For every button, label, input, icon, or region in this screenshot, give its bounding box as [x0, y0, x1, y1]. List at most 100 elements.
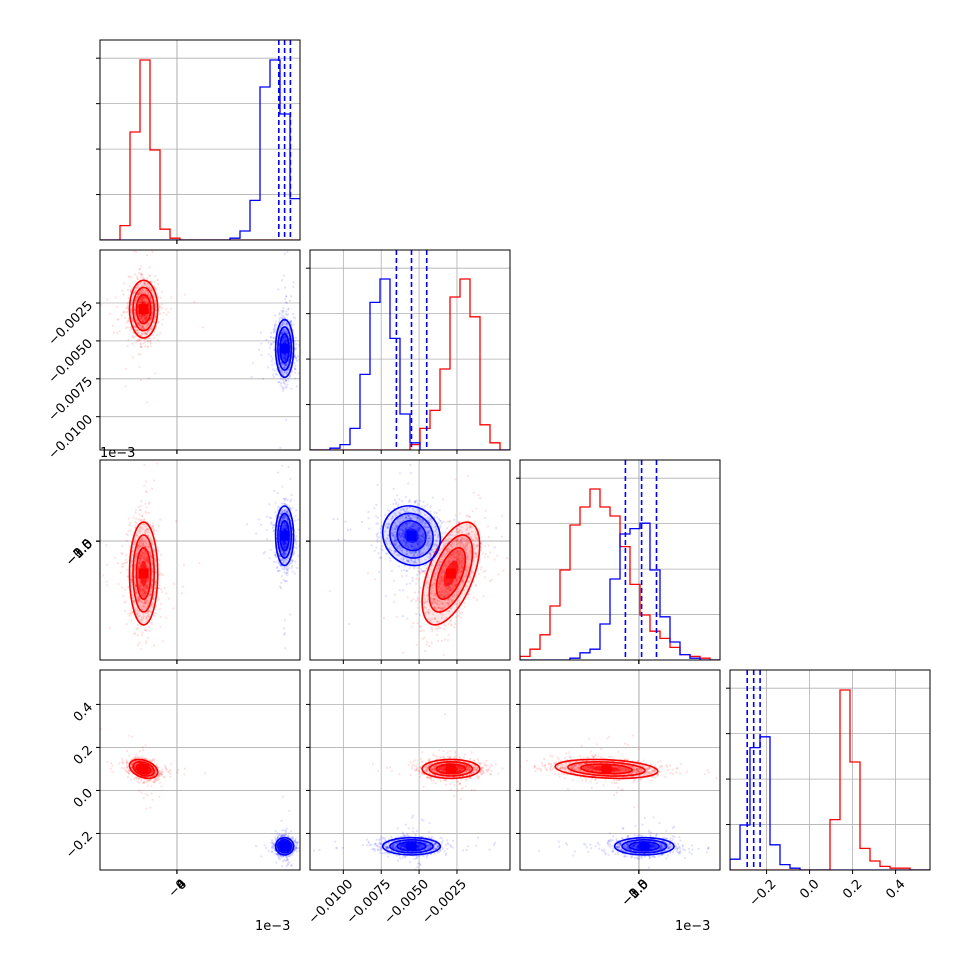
- scatter-point: [106, 298, 109, 301]
- scatter-point: [147, 345, 150, 348]
- scatter-point: [147, 322, 150, 325]
- scatter-point: [148, 287, 151, 290]
- scatter-point: [118, 762, 121, 765]
- scatter-point: [145, 314, 148, 317]
- scatter-point: [142, 316, 145, 319]
- scatter-point: [120, 551, 123, 555]
- scatter-point: [134, 311, 137, 314]
- scatter-point: [139, 276, 142, 279]
- scatter-point: [158, 775, 161, 778]
- scatter-point: [461, 611, 464, 614]
- scatter-point: [158, 584, 161, 587]
- scatter-point: [146, 292, 149, 295]
- scatter-point: [119, 571, 122, 574]
- scatter-point: [458, 611, 462, 614]
- scatter-point: [382, 616, 385, 620]
- scatter-point: [136, 755, 139, 759]
- scatter-point: [140, 500, 143, 503]
- scatter-point: [160, 303, 163, 306]
- scatter-point: [144, 296, 147, 299]
- scatter-point: [140, 315, 143, 318]
- scatter-point: [146, 566, 149, 569]
- scatter-point: [144, 318, 147, 321]
- scatter-point: [130, 276, 133, 279]
- scatter-point: [142, 325, 145, 328]
- scatter-point: [144, 593, 147, 596]
- scatter-point: [388, 766, 392, 769]
- scatter-point: [169, 775, 172, 778]
- scatter-point: [141, 299, 144, 302]
- scatter-point: [141, 275, 145, 278]
- scatter-point: [138, 599, 141, 602]
- scatter-point: [133, 579, 136, 582]
- scatter-point: [145, 601, 148, 604]
- scatter-point: [142, 797, 145, 800]
- scatter-point: [328, 590, 331, 593]
- scatter-point: [127, 517, 130, 520]
- scatter-point: [136, 321, 139, 324]
- scatter-point: [139, 541, 142, 544]
- scatter-point: [136, 596, 140, 599]
- scatter-point: [139, 557, 142, 560]
- scatter-point: [133, 308, 136, 312]
- scatter-point: [149, 593, 153, 596]
- scatter-point: [143, 600, 146, 604]
- scatter-point: [136, 331, 139, 334]
- scatter-point: [419, 568, 423, 571]
- scatter-point: [457, 614, 460, 618]
- scatter-point: [145, 315, 148, 318]
- scatter-point: [144, 291, 147, 294]
- scatter-point: [487, 544, 490, 547]
- scatter-point: [150, 792, 153, 795]
- scatter-point: [133, 540, 136, 543]
- scatter-point: [140, 519, 143, 522]
- scatter-point: [122, 311, 125, 314]
- scatter-point: [111, 770, 114, 773]
- scatter-point: [143, 540, 146, 543]
- scatter-point: [162, 776, 165, 779]
- scatter-point: [134, 585, 137, 588]
- scatter-point: [135, 592, 138, 595]
- scatter-point: [121, 552, 124, 555]
- scatter-point: [157, 321, 160, 324]
- scatter-point: [145, 289, 148, 292]
- scatter-point: [138, 291, 141, 294]
- scatter-point: [139, 585, 142, 588]
- scatter-point: [152, 320, 155, 324]
- scatter-point: [140, 600, 143, 604]
- scatter-point: [149, 345, 153, 348]
- scatter-point: [139, 272, 142, 275]
- scatter-point: [136, 623, 139, 627]
- scatter-point: [142, 587, 145, 591]
- scatter-point: [489, 551, 492, 554]
- scatter-point: [152, 527, 155, 531]
- scatter-point: [412, 598, 415, 601]
- scatter-point: [144, 296, 148, 300]
- scatter-point: [155, 778, 158, 782]
- scatter-point: [486, 525, 490, 528]
- scatter-point: [128, 524, 131, 527]
- scatter-point: [140, 791, 143, 794]
- scatter-point: [138, 566, 141, 569]
- scatter-point: [160, 323, 164, 326]
- scatter-point: [502, 569, 505, 572]
- scatter-point: [139, 314, 142, 317]
- scatter-point: [144, 551, 147, 555]
- scatter-point: [134, 289, 137, 292]
- scatter-point: [140, 327, 143, 330]
- scatter-point: [145, 599, 148, 602]
- scatter-point: [125, 539, 128, 543]
- scatter-point: [412, 760, 415, 763]
- scatter-point: [140, 298, 144, 301]
- scatter-point: [484, 509, 487, 512]
- scatter-point: [143, 781, 146, 784]
- scatter-point: [122, 310, 125, 313]
- scatter-point: [148, 275, 151, 278]
- contour-line: [135, 293, 152, 325]
- scatter-point: [146, 317, 149, 320]
- scatter-point: [164, 766, 167, 769]
- scatter-point: [138, 272, 141, 275]
- scatter-point: [143, 338, 146, 341]
- scatter-point: [138, 586, 141, 590]
- scatter-point: [141, 519, 144, 522]
